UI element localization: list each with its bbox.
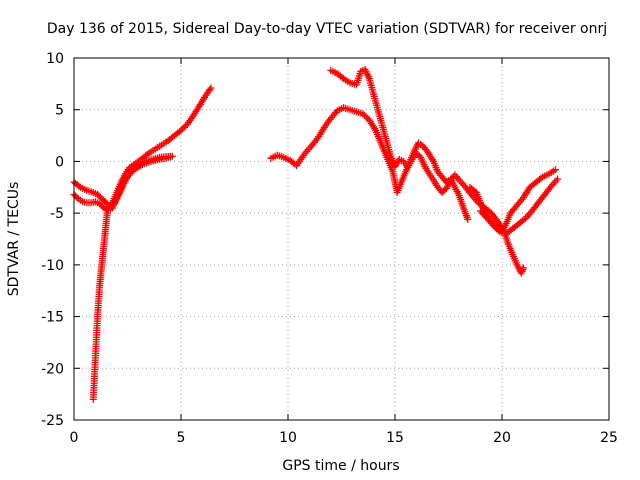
data-point bbox=[206, 86, 214, 94]
data-point bbox=[464, 215, 472, 223]
y-tick-label: 10 bbox=[46, 51, 64, 67]
data-point bbox=[179, 125, 187, 133]
series-arc-late-b bbox=[466, 166, 559, 236]
data-point bbox=[177, 126, 185, 134]
x-tick-label: 0 bbox=[70, 430, 79, 446]
plot-frame bbox=[73, 57, 610, 421]
axis-ticks: 0 5 10 15 20 25 -25 -20 -15 -10 -5 0 5 10 bbox=[41, 51, 618, 446]
data-point bbox=[207, 84, 215, 92]
data-point bbox=[73, 193, 81, 201]
y-tick-label: -20 bbox=[41, 361, 64, 377]
series-arc-late-a bbox=[327, 65, 527, 277]
series-arc-rise bbox=[89, 84, 215, 403]
y-tick-label: -25 bbox=[41, 413, 64, 429]
data-point bbox=[75, 182, 83, 190]
data-point bbox=[338, 73, 346, 81]
y-tick-label: 0 bbox=[55, 154, 64, 170]
grid-lines bbox=[74, 58, 609, 420]
x-tick-label: 5 bbox=[177, 430, 186, 446]
data-point bbox=[166, 152, 174, 160]
x-tick-label: 15 bbox=[386, 430, 404, 446]
x-tick-label: 20 bbox=[493, 430, 511, 446]
data-point bbox=[99, 203, 107, 211]
x-tick-label: 10 bbox=[279, 430, 297, 446]
data-point bbox=[552, 166, 559, 174]
data-point bbox=[494, 226, 502, 234]
data-point bbox=[537, 174, 545, 182]
data-point bbox=[554, 175, 562, 183]
data-series bbox=[70, 65, 562, 403]
data-point bbox=[520, 216, 528, 224]
x-axis-label: GPS time / hours bbox=[282, 458, 399, 474]
y-tick-label: -15 bbox=[41, 310, 64, 326]
data-point bbox=[493, 225, 501, 233]
data-point bbox=[491, 223, 499, 231]
chart-title: Day 136 of 2015, Sidereal Day-to-day VTE… bbox=[47, 21, 607, 37]
series-arc-mid bbox=[267, 104, 472, 223]
series-arc-late-c bbox=[477, 175, 562, 238]
data-point bbox=[143, 150, 151, 158]
y-tick-label: -10 bbox=[41, 258, 64, 274]
data-point bbox=[362, 113, 370, 121]
data-point bbox=[361, 111, 369, 119]
data-point bbox=[291, 160, 299, 168]
data-point bbox=[519, 264, 527, 272]
y-tick-label: 5 bbox=[55, 103, 64, 119]
data-point bbox=[359, 110, 367, 118]
x-tick-label: 25 bbox=[600, 430, 618, 446]
y-axis-label: SDTVAR / TECUs bbox=[6, 182, 22, 297]
y-tick-label: -5 bbox=[50, 206, 64, 222]
data-point bbox=[180, 123, 188, 131]
data-point bbox=[489, 222, 497, 230]
